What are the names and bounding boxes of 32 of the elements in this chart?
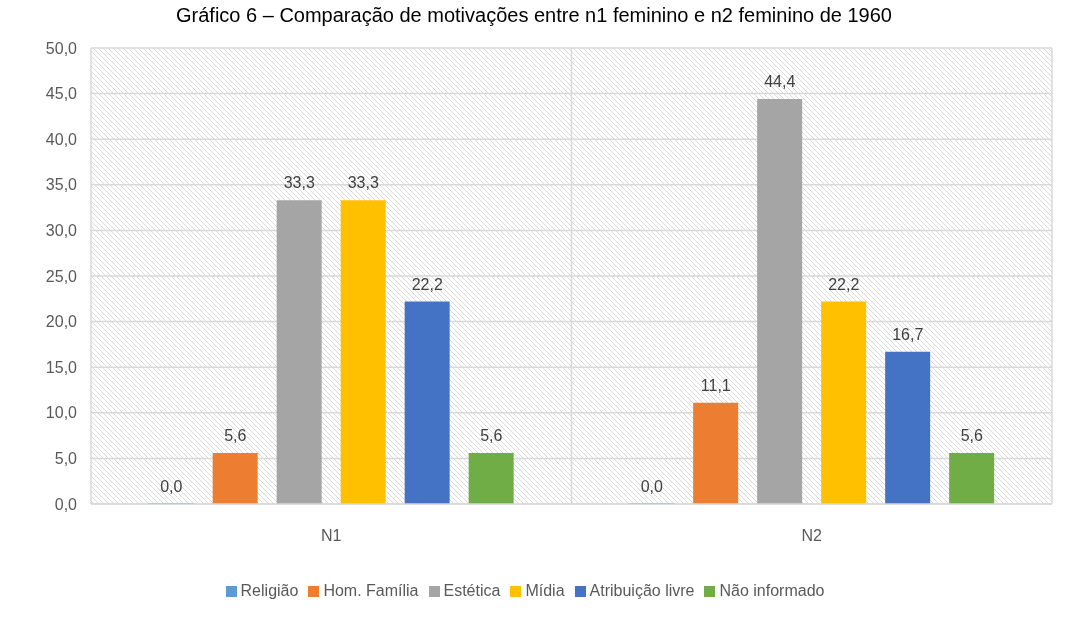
data-label: 44,4 bbox=[764, 73, 796, 91]
y-tick-label: 15,0 bbox=[45, 358, 78, 376]
y-tick-label: 0,0 bbox=[54, 495, 78, 513]
legend-label: Religião bbox=[240, 582, 299, 599]
legend-label: Hom. Família bbox=[323, 582, 419, 599]
legend-label: Mídia bbox=[525, 582, 565, 599]
data-label: 22,2 bbox=[411, 275, 443, 293]
x-tick-label: N1 bbox=[321, 527, 342, 545]
y-tick-label: 50,0 bbox=[45, 39, 78, 57]
data-label: 5,6 bbox=[960, 426, 983, 444]
data-label: 16,7 bbox=[892, 325, 924, 343]
data-label: 0,0 bbox=[640, 478, 663, 495]
y-tick-label: 45,0 bbox=[45, 85, 78, 103]
legend-label: Não informado bbox=[719, 582, 825, 599]
data-label: 33,3 bbox=[347, 174, 379, 192]
data-label: 5,6 bbox=[480, 426, 503, 444]
data-label: 5,6 bbox=[224, 426, 247, 444]
y-tick-label: 30,0 bbox=[45, 222, 78, 240]
data-label: 22,2 bbox=[828, 275, 860, 293]
y-tick-label: 5,0 bbox=[54, 450, 78, 468]
data-label: 33,3 bbox=[283, 174, 315, 192]
chart-title: Gráfico 6 – Comparação de motivações entre n1 feminino e n2 feminino de 1960 bbox=[176, 4, 892, 26]
y-tick-label: 40,0 bbox=[45, 130, 78, 148]
legend-label: Atribuição livre bbox=[589, 582, 695, 599]
data-label: 11,1 bbox=[700, 376, 731, 394]
legend-label: Estética bbox=[443, 582, 501, 599]
x-tick-label: N2 bbox=[801, 527, 823, 545]
y-tick-label: 20,0 bbox=[45, 313, 78, 331]
data-label: 0,0 bbox=[160, 478, 183, 495]
y-tick-label: 10,0 bbox=[45, 404, 78, 422]
y-tick-label: 25,0 bbox=[45, 267, 78, 285]
y-tick-label: 35,0 bbox=[45, 176, 78, 194]
